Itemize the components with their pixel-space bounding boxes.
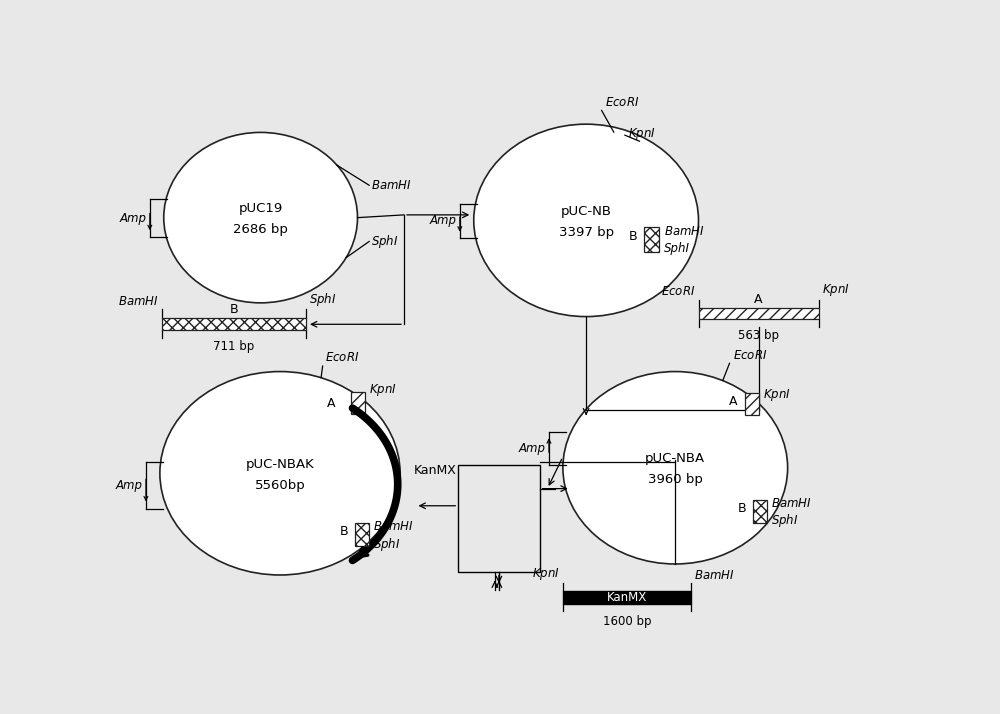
Bar xyxy=(753,500,767,523)
Bar xyxy=(162,318,306,331)
Text: $Kpn$I: $Kpn$I xyxy=(628,126,656,142)
Bar xyxy=(351,392,365,414)
Text: $Bam$HI: $Bam$HI xyxy=(371,178,412,192)
Text: 563 bp: 563 bp xyxy=(738,329,779,342)
Text: Amp: Amp xyxy=(120,211,147,225)
Text: 2686 bp: 2686 bp xyxy=(233,223,288,236)
Text: B: B xyxy=(230,303,238,316)
Text: pUC-NBAK: pUC-NBAK xyxy=(246,458,314,471)
Text: KanMX: KanMX xyxy=(607,591,647,604)
Ellipse shape xyxy=(164,132,358,303)
Text: A: A xyxy=(728,395,737,408)
Text: $Eco$RI: $Eco$RI xyxy=(605,96,639,109)
Text: Amp: Amp xyxy=(430,214,457,228)
Text: $Bam$HI: $Bam$HI xyxy=(118,295,159,308)
Bar xyxy=(745,393,759,415)
Text: $Bam$HI: $Bam$HI xyxy=(771,497,812,510)
Text: Amp: Amp xyxy=(519,442,546,455)
Text: B: B xyxy=(340,525,349,538)
Text: SphI: SphI xyxy=(664,242,690,255)
Ellipse shape xyxy=(160,371,400,575)
Text: B: B xyxy=(738,502,746,515)
Text: $Eco$RI: $Eco$RI xyxy=(325,351,359,364)
Bar xyxy=(458,465,540,572)
Text: A: A xyxy=(754,293,763,306)
Text: 5560bp: 5560bp xyxy=(255,479,305,492)
Text: $Eco$RI: $Eco$RI xyxy=(733,348,767,362)
Text: Amp: Amp xyxy=(116,479,143,492)
Text: $Kpn$I: $Kpn$I xyxy=(822,282,849,298)
Text: $Sph$I: $Sph$I xyxy=(309,291,336,308)
Text: 1600 bp: 1600 bp xyxy=(603,615,651,628)
Text: 711 bp: 711 bp xyxy=(213,341,255,353)
Text: $Sph$I: $Sph$I xyxy=(371,233,399,250)
Text: pUC-NB: pUC-NB xyxy=(561,205,612,218)
Text: $Sph$I: $Sph$I xyxy=(771,513,799,530)
Text: 3960 bp: 3960 bp xyxy=(648,473,703,486)
Text: 3397 bp: 3397 bp xyxy=(559,226,614,239)
Bar xyxy=(563,591,691,603)
Text: KanMX: KanMX xyxy=(414,464,457,477)
Text: $Kpn$I: $Kpn$I xyxy=(532,565,560,582)
Text: $Kpn$I: $Kpn$I xyxy=(763,387,791,403)
Text: $Eco$RI: $Eco$RI xyxy=(661,285,695,298)
Text: $Bam$HI: $Bam$HI xyxy=(373,520,414,533)
Text: B: B xyxy=(629,231,637,243)
Bar xyxy=(355,523,369,545)
Text: pUC19: pUC19 xyxy=(239,202,283,216)
Bar xyxy=(644,227,659,252)
Ellipse shape xyxy=(474,124,698,316)
Text: $Bam$HI: $Bam$HI xyxy=(694,568,735,582)
Text: pUC-NBA: pUC-NBA xyxy=(645,453,705,466)
Text: A: A xyxy=(327,397,336,410)
Bar xyxy=(698,308,819,319)
Text: $Sph$I: $Sph$I xyxy=(373,536,401,553)
Text: $Kpn$I: $Kpn$I xyxy=(369,382,397,398)
Text: $Bam$HI: $Bam$HI xyxy=(664,226,704,238)
Ellipse shape xyxy=(563,371,788,564)
